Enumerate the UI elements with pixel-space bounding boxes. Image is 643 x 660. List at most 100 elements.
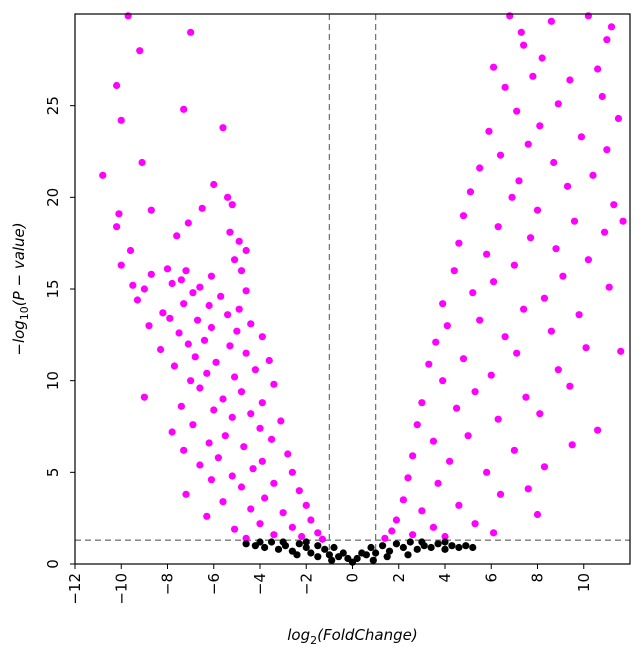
- significant-point: [547, 17, 555, 25]
- significant-point: [221, 432, 229, 440]
- non-significant-point: [367, 543, 375, 552]
- x-tick-label: 8: [529, 573, 547, 583]
- non-significant-point: [302, 543, 310, 552]
- significant-point: [566, 382, 574, 390]
- significant-point: [177, 276, 185, 284]
- significant-point: [584, 12, 592, 20]
- non-significant-point: [372, 549, 380, 557]
- non-significant-point: [369, 556, 377, 564]
- significant-point: [295, 487, 303, 495]
- significant-point: [237, 388, 246, 396]
- x-tick-label: −2: [297, 573, 315, 595]
- significant-point: [510, 261, 518, 269]
- significant-point: [464, 432, 472, 440]
- y-tick-label: 15: [44, 279, 62, 298]
- significant-point: [513, 107, 521, 115]
- significant-point: [536, 122, 544, 130]
- significant-point: [399, 496, 407, 504]
- significant-point: [446, 457, 454, 465]
- x-tick-label: −6: [205, 573, 223, 595]
- significant-point: [575, 311, 583, 319]
- significant-point: [489, 63, 498, 71]
- non-significant-point: [293, 551, 301, 559]
- significant-point: [126, 246, 135, 255]
- threshold-lines: [75, 14, 630, 564]
- significant-point: [594, 65, 602, 73]
- significant-point: [610, 201, 618, 209]
- significant-point: [224, 311, 232, 319]
- significant-point: [189, 289, 197, 297]
- significant-point: [607, 23, 616, 31]
- significant-point: [563, 182, 572, 190]
- significant-point: [501, 83, 509, 91]
- significant-point: [191, 353, 199, 361]
- significant-point: [471, 520, 479, 528]
- significant-point: [600, 228, 609, 236]
- x-tick-label: −10: [112, 573, 130, 605]
- significant-point: [170, 362, 179, 370]
- significant-point: [249, 465, 257, 473]
- significant-point: [147, 206, 155, 214]
- y-axis-label: −log10(P − value): [10, 222, 31, 355]
- significant-point: [242, 349, 250, 357]
- non-significant-point: [256, 538, 264, 546]
- x-tick-label: 6: [482, 573, 500, 583]
- significant-point: [207, 323, 216, 332]
- significant-point: [489, 278, 498, 286]
- significant-point: [508, 193, 516, 201]
- significant-point: [307, 516, 315, 524]
- significant-point: [159, 309, 167, 317]
- significant-point: [242, 246, 250, 255]
- non-significant-point: [448, 542, 456, 550]
- significant-point: [524, 140, 532, 148]
- significant-point: [409, 531, 417, 539]
- significant-point: [166, 314, 174, 322]
- non-significant-point: [295, 540, 303, 548]
- significant-point: [196, 384, 204, 392]
- significant-point: [496, 151, 505, 159]
- significant-point: [450, 267, 458, 275]
- significant-point: [182, 267, 190, 275]
- significant-point: [228, 472, 236, 480]
- significant-point: [117, 116, 125, 124]
- significant-point: [517, 28, 525, 36]
- significant-point: [214, 454, 222, 462]
- significant-point: [582, 344, 590, 352]
- non-significant-point: [383, 553, 391, 561]
- significant-point: [258, 333, 266, 341]
- significant-point: [145, 322, 153, 330]
- significant-point: [265, 356, 273, 365]
- significant-point: [267, 435, 276, 443]
- significant-point: [404, 474, 412, 482]
- significant-point: [434, 479, 442, 487]
- y-tick-label: 25: [44, 96, 62, 115]
- significant-point: [554, 366, 562, 374]
- y-tick-label: 20: [44, 188, 62, 207]
- significant-point: [485, 127, 493, 135]
- significant-point: [483, 468, 491, 476]
- significant-point: [494, 223, 502, 231]
- significant-point: [429, 523, 438, 531]
- significant-point: [240, 443, 248, 451]
- significant-point: [619, 217, 627, 225]
- significant-point: [469, 289, 477, 297]
- significant-point: [193, 316, 202, 324]
- significant-point: [483, 250, 491, 258]
- significant-point: [156, 345, 165, 354]
- significant-point: [520, 41, 528, 49]
- significant-point: [115, 210, 123, 218]
- x-tick-label: −12: [66, 573, 84, 605]
- significant-point: [526, 234, 535, 242]
- significant-point: [529, 72, 537, 80]
- significant-point: [277, 417, 285, 425]
- significant-point: [617, 347, 625, 355]
- significant-point: [210, 406, 218, 414]
- significant-point: [205, 439, 213, 447]
- significant-point: [302, 501, 310, 509]
- significant-point: [489, 529, 498, 537]
- significant-point: [515, 177, 523, 185]
- non-significant-point: [279, 538, 287, 546]
- non-significant-point: [392, 540, 401, 548]
- significant-point: [425, 360, 433, 368]
- significant-point: [270, 531, 278, 539]
